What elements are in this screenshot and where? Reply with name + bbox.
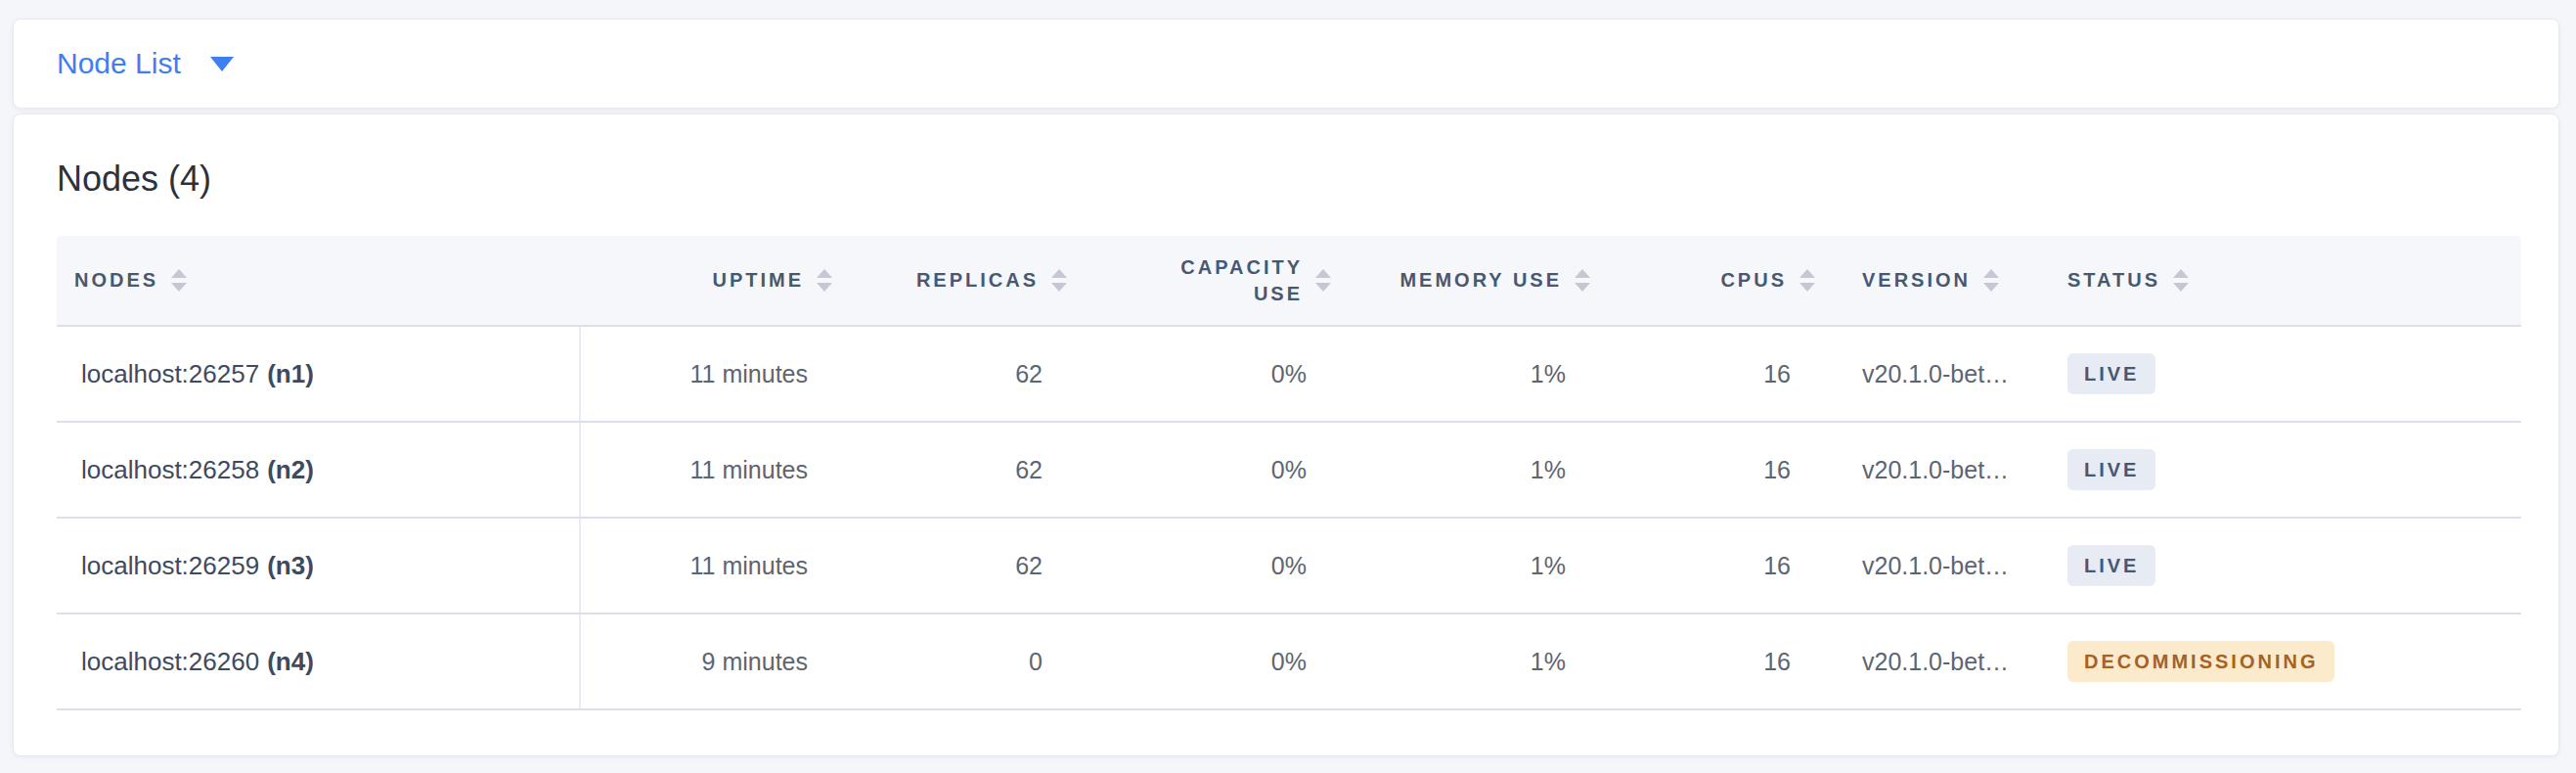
- version-cell: v20.1.0-bet…: [1835, 518, 2050, 614]
- cpus-cell: 16: [1610, 518, 1835, 614]
- replicas-cell: 0: [852, 614, 1087, 709]
- capacity-use-cell: 0%: [1087, 614, 1351, 709]
- sort-icon: [817, 269, 832, 292]
- uptime-cell: 11 minutes: [580, 326, 852, 422]
- node-id: (n1): [267, 359, 314, 388]
- cpus-cell: 16: [1610, 326, 1835, 422]
- node-address-cell: localhost:26260 (n4): [57, 614, 580, 709]
- node-address-link[interactable]: localhost:26260: [81, 647, 259, 676]
- node-address-link[interactable]: localhost:26259: [81, 551, 259, 580]
- status-cell: LIVE: [2050, 422, 2521, 518]
- view-dropdown[interactable]: Node List: [57, 49, 234, 78]
- sort-icon: [1799, 269, 1815, 292]
- node-id: (n4): [267, 647, 314, 676]
- column-header-version[interactable]: VERSION: [1835, 236, 2050, 326]
- column-header-cpus[interactable]: CPUS: [1610, 236, 1835, 326]
- table-row: localhost:26259(n3) 11 minutes 62 0% 1% …: [57, 518, 2521, 614]
- column-header-capacity-use[interactable]: CAPACITY USE: [1087, 236, 1351, 326]
- replicas-cell: 62: [852, 422, 1087, 518]
- node-address-link[interactable]: localhost:26258: [81, 455, 259, 484]
- replicas-cell: 62: [852, 518, 1087, 614]
- sort-icon: [1051, 269, 1067, 292]
- memory-use-cell: 1%: [1351, 326, 1610, 422]
- chevron-down-icon: [210, 57, 234, 71]
- status-cell: LIVE: [2050, 518, 2521, 614]
- nodes-card: Nodes (4) NODES UPTIME: [13, 114, 2559, 756]
- sort-icon: [2173, 269, 2189, 292]
- status-badge: LIVE: [2067, 353, 2155, 394]
- table-body: localhost:26257(n1) 11 minutes 62 0% 1% …: [57, 326, 2521, 709]
- sort-icon: [1575, 269, 1590, 292]
- status-badge: DECOMMISSIONING: [2067, 641, 2334, 682]
- status-badge: LIVE: [2067, 545, 2155, 586]
- uptime-cell: 9 minutes: [580, 614, 852, 709]
- capacity-use-cell: 0%: [1087, 422, 1351, 518]
- status-badge: LIVE: [2067, 449, 2155, 490]
- node-address-link[interactable]: localhost:26257: [81, 359, 259, 388]
- table-row: localhost:26257(n1) 11 minutes 62 0% 1% …: [57, 326, 2521, 422]
- nodes-table: NODES UPTIME REPLICAS: [57, 236, 2521, 710]
- table-header: NODES UPTIME REPLICAS: [57, 236, 2521, 326]
- view-dropdown-label: Node List: [57, 49, 181, 78]
- memory-use-cell: 1%: [1351, 614, 1610, 709]
- version-cell: v20.1.0-bet…: [1835, 326, 2050, 422]
- memory-use-cell: 1%: [1351, 422, 1610, 518]
- uptime-cell: 11 minutes: [580, 422, 852, 518]
- node-address-cell: localhost:26257 (n1): [57, 326, 580, 422]
- view-selector-card: Node List: [13, 19, 2559, 109]
- column-header-nodes[interactable]: NODES: [57, 236, 580, 326]
- capacity-use-cell: 0%: [1087, 518, 1351, 614]
- page: Node List Nodes (4) NODES: [0, 0, 2576, 756]
- version-cell: v20.1.0-bet…: [1835, 422, 2050, 518]
- column-header-status[interactable]: STATUS: [2050, 236, 2521, 326]
- column-header-replicas[interactable]: REPLICAS: [852, 236, 1087, 326]
- table-row: localhost:26260 (n4) 9 minutes 0 0% 1% 16…: [57, 614, 2521, 709]
- node-address-cell: localhost:26259 (n3): [57, 518, 580, 614]
- table-header-row: NODES UPTIME REPLICAS: [57, 236, 2521, 326]
- node-id: (n2): [267, 455, 314, 484]
- status-cell: DECOMMISSIONING: [2050, 614, 2521, 709]
- sort-icon: [1315, 269, 1331, 292]
- capacity-use-cell: 0%: [1087, 326, 1351, 422]
- cpus-cell: 16: [1610, 422, 1835, 518]
- node-address-cell: localhost:26258 (n2): [57, 422, 580, 518]
- node-id: (n3): [267, 551, 314, 580]
- sort-icon: [1983, 269, 1999, 292]
- version-cell: v20.1.0-bet…: [1835, 614, 2050, 709]
- status-cell: LIVE: [2050, 326, 2521, 422]
- column-header-uptime[interactable]: UPTIME: [580, 236, 852, 326]
- table-row: localhost:26258(n2) 11 minutes 62 0% 1% …: [57, 422, 2521, 518]
- uptime-cell: 11 minutes: [580, 518, 852, 614]
- replicas-cell: 62: [852, 326, 1087, 422]
- page-title: Nodes (4): [57, 158, 2519, 201]
- cpus-cell: 16: [1610, 614, 1835, 709]
- column-header-memory-use[interactable]: MEMORY USE: [1351, 236, 1610, 326]
- memory-use-cell: 1%: [1351, 518, 1610, 614]
- sort-icon: [171, 269, 187, 292]
